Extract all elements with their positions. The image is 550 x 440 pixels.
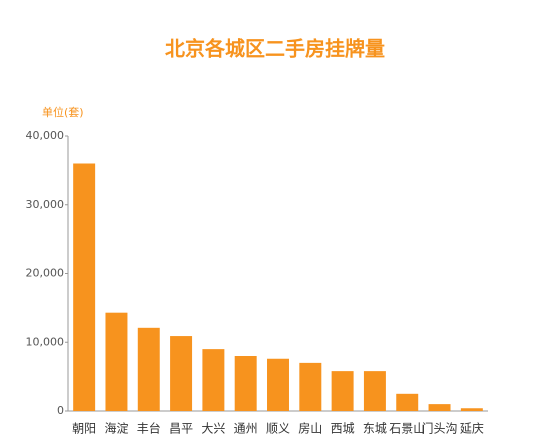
x-tick-label: 顺义 <box>266 422 290 436</box>
y-tick-label: 30,000 <box>26 198 65 211</box>
chart-title: 北京各城区二手房挂牌量 <box>165 37 385 61</box>
bar <box>396 393 419 411</box>
bar <box>299 362 322 411</box>
x-tick-label: 石景山 <box>389 422 425 436</box>
x-tick-label: 通州 <box>234 422 258 436</box>
bar <box>267 358 289 411</box>
bar <box>202 349 225 411</box>
bar <box>105 312 128 411</box>
bar <box>137 327 160 411</box>
bar <box>460 408 483 411</box>
bar <box>331 371 354 411</box>
x-tick-label: 房山 <box>298 421 322 436</box>
y-tick-label: 40,000 <box>26 129 65 142</box>
y-tick-label: 10,000 <box>26 335 65 348</box>
bar <box>363 371 386 411</box>
x-tick-label: 门头沟 <box>422 421 458 436</box>
bar <box>73 163 96 411</box>
x-tick-label: 大兴 <box>201 422 225 436</box>
x-tick-label: 丰台 <box>137 421 161 436</box>
x-tick-label: 东城 <box>363 422 387 436</box>
y-tick-label: 20,000 <box>26 267 65 280</box>
y-tick-label: 0 <box>57 404 64 417</box>
x-tick-label: 昌平 <box>169 422 193 436</box>
x-tick-label: 延庆 <box>460 422 484 436</box>
x-tick-label: 朝阳 <box>72 422 96 436</box>
bar <box>428 404 451 411</box>
x-tick-label: 西城 <box>331 422 355 436</box>
bar <box>234 356 257 411</box>
bar <box>170 336 193 411</box>
x-tick-label: 海淀 <box>104 421 128 436</box>
y-axis-label: 单位(套) <box>42 105 84 119</box>
